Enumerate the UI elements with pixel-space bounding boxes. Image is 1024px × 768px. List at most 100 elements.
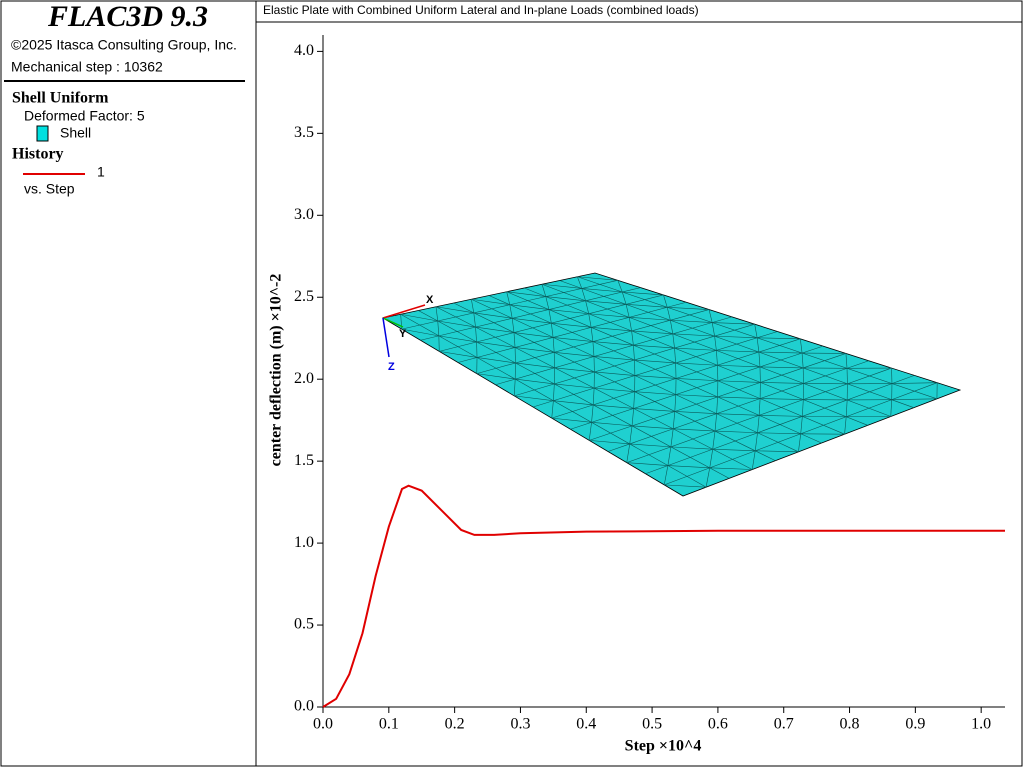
mesh-line (844, 416, 847, 435)
mesh-line (754, 432, 758, 451)
mesh-line (515, 362, 555, 369)
mesh-line (714, 336, 717, 351)
mesh-line (438, 335, 477, 343)
mesh-line (553, 337, 593, 342)
mesh-line (674, 347, 717, 351)
mesh-line (591, 422, 633, 427)
mesh-line (715, 430, 758, 434)
mesh-line (400, 313, 438, 322)
axis-z (382, 317, 390, 358)
mesh-line (589, 440, 630, 445)
x-tick-label: 1.0 (971, 716, 991, 733)
y-tick-label: 0.5 (294, 616, 314, 633)
mesh-line (475, 326, 515, 333)
y-tick-label: 2.5 (294, 288, 314, 305)
mesh-line (712, 322, 755, 325)
shell-swatch (36, 125, 49, 142)
mesh-line (672, 333, 675, 349)
mesh-line (673, 428, 716, 432)
mesh-line (591, 404, 594, 423)
mesh-line (457, 301, 687, 363)
mesh-line (757, 415, 760, 433)
mesh-line (437, 320, 440, 336)
mesh-line (626, 462, 668, 466)
x-tick-label: 0.5 (642, 716, 662, 733)
mesh-line (666, 307, 671, 321)
mesh-line (506, 291, 511, 305)
mesh-line (754, 324, 758, 338)
mesh-line (593, 404, 634, 409)
mesh-line (554, 367, 595, 373)
mesh-line (629, 425, 633, 444)
mesh-line (708, 309, 713, 323)
mesh-line (631, 330, 673, 335)
mesh-line (495, 316, 732, 386)
mesh-line (551, 323, 554, 338)
mesh-line (709, 449, 714, 468)
mesh-line (439, 351, 478, 358)
mesh-line (757, 337, 801, 340)
mesh-line (476, 341, 516, 348)
mesh-line (845, 353, 848, 369)
mesh-line (593, 356, 635, 361)
mesh-line (676, 378, 718, 382)
mesh-line (802, 399, 804, 417)
mesh-line (645, 375, 915, 475)
mesh-line (757, 432, 801, 435)
y-tick-label: 1.0 (294, 534, 314, 551)
mesh-line (475, 327, 477, 342)
mesh-line (607, 360, 869, 452)
triad-y: Y (399, 328, 407, 340)
mesh-line (890, 399, 892, 417)
mesh-line (711, 322, 715, 337)
mesh-line (670, 446, 713, 450)
mesh-line (628, 317, 632, 331)
mesh-line (506, 291, 546, 297)
mesh-line (670, 428, 674, 447)
x-tick-label: 0.6 (708, 716, 728, 733)
mesh-line (625, 304, 630, 318)
mesh-line (577, 276, 618, 281)
mesh-line (551, 322, 592, 328)
mesh-line (437, 320, 476, 328)
mesh-line (622, 291, 664, 296)
mesh-line (716, 413, 760, 416)
mesh-line (590, 327, 594, 342)
mesh-line (541, 284, 547, 297)
mesh-line (717, 364, 760, 368)
mesh-line (511, 318, 515, 333)
mesh-line (594, 371, 635, 376)
mesh-line (758, 352, 761, 367)
mesh-line (435, 306, 439, 322)
mesh-line (513, 332, 554, 338)
deformed-factor: Deformed Factor: 5 (24, 108, 145, 124)
mesh-line (759, 366, 804, 369)
mesh-line (717, 380, 761, 383)
mesh-line (532, 331, 778, 408)
mesh-line (674, 348, 676, 363)
mesh-line (591, 327, 632, 332)
x-tick-label: 0.0 (313, 716, 333, 733)
mesh-line (588, 313, 592, 328)
mesh-line (675, 362, 718, 366)
mesh-line (891, 398, 937, 401)
mesh-line (545, 296, 586, 302)
mesh-line (712, 431, 716, 450)
x-tick-label: 0.8 (840, 716, 860, 733)
mesh-line (581, 288, 623, 293)
mesh-line (760, 382, 804, 384)
mesh-line (667, 446, 672, 466)
mesh-line (801, 353, 804, 368)
mesh-line (509, 304, 549, 310)
mesh-line (552, 337, 555, 353)
mesh-line (471, 299, 475, 313)
y-tick-label: 4.0 (294, 42, 314, 59)
mesh-line (588, 313, 630, 318)
mesh-line (631, 330, 634, 346)
x-tick-label: 0.4 (576, 716, 596, 733)
mesh-line (476, 373, 516, 380)
x-tick-label: 0.7 (774, 716, 794, 733)
mesh-line (632, 425, 674, 430)
mesh-line (617, 280, 623, 293)
mesh-line (592, 341, 634, 346)
